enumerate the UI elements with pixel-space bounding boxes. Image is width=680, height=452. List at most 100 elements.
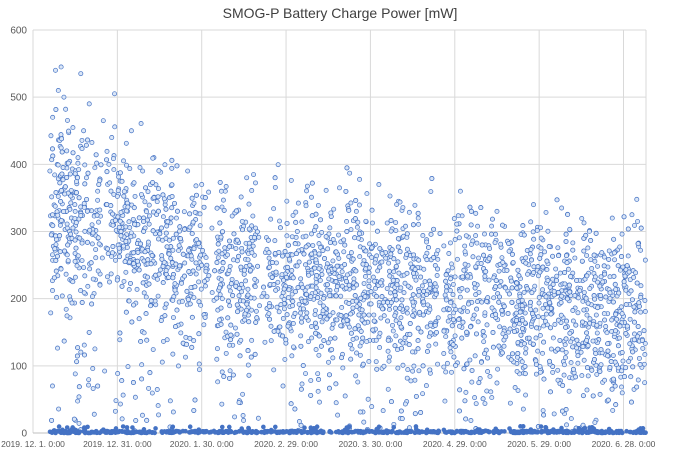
data-point	[511, 329, 517, 334]
data-point	[370, 220, 375, 226]
data-point	[623, 302, 629, 308]
data-point	[584, 365, 590, 371]
data-point	[128, 280, 133, 286]
data-point	[420, 391, 426, 397]
data-point	[317, 300, 323, 306]
data-point	[333, 381, 339, 387]
data-point	[400, 205, 406, 210]
data-point	[593, 350, 599, 356]
data-point	[202, 195, 208, 201]
data-point	[373, 337, 379, 343]
data-point	[172, 287, 178, 293]
data-point	[482, 231, 487, 237]
data-point	[333, 400, 339, 406]
data-point	[127, 225, 133, 231]
data-point	[431, 226, 437, 232]
data-point	[434, 329, 439, 335]
data-point	[573, 374, 578, 380]
data-point	[404, 270, 410, 276]
data-point	[393, 318, 399, 324]
data-point	[388, 251, 394, 257]
data-point	[381, 363, 387, 369]
data-point	[417, 309, 423, 315]
data-point	[79, 258, 85, 263]
data-point	[451, 216, 457, 222]
data-point	[206, 189, 212, 195]
data-point	[82, 181, 88, 187]
data-point	[449, 369, 454, 375]
data-point	[219, 369, 225, 375]
data-point	[251, 172, 257, 177]
data-point	[268, 323, 274, 329]
x-tick-label: 2020. 6. 28. 0:00	[592, 439, 656, 449]
data-point	[61, 209, 66, 214]
data-point	[58, 198, 64, 204]
data-point	[375, 268, 381, 274]
data-point	[303, 291, 309, 297]
zero-point	[124, 425, 130, 430]
data-point	[54, 253, 60, 259]
zero-point	[197, 429, 203, 435]
data-point	[124, 162, 129, 168]
data-point	[292, 406, 298, 412]
data-point	[346, 282, 352, 288]
data-point	[558, 300, 564, 305]
data-point	[342, 393, 348, 399]
zero-point	[177, 429, 183, 435]
data-point	[405, 367, 411, 373]
data-point	[55, 87, 61, 93]
data-point	[303, 203, 309, 209]
data-point	[327, 225, 333, 231]
zero-point	[360, 430, 366, 436]
y-tick-label: 500	[10, 93, 27, 104]
data-point	[100, 118, 106, 124]
data-point	[531, 236, 537, 242]
data-point	[119, 283, 125, 289]
data-point	[432, 322, 438, 328]
data-point	[298, 333, 304, 339]
data-point	[117, 170, 123, 176]
zero-point	[104, 430, 110, 435]
data-point	[508, 278, 514, 284]
data-point	[452, 274, 458, 280]
data-point	[508, 357, 514, 363]
data-point	[575, 295, 581, 301]
data-point	[555, 317, 561, 323]
data-point	[76, 167, 82, 172]
zero-point	[449, 430, 454, 436]
zero-point	[221, 430, 226, 436]
data-point	[81, 290, 87, 296]
data-point	[191, 295, 197, 300]
data-point	[584, 253, 590, 258]
data-point	[583, 295, 589, 301]
data-point	[443, 278, 449, 284]
data-point	[366, 270, 372, 276]
data-point	[497, 294, 502, 300]
data-point	[350, 336, 356, 342]
data-point	[379, 294, 385, 300]
data-point	[619, 368, 625, 374]
data-point	[268, 216, 274, 222]
data-point	[169, 182, 175, 188]
data-point	[476, 380, 482, 386]
data-point	[553, 266, 559, 272]
data-point	[157, 267, 163, 273]
data-point	[535, 348, 541, 354]
data-point	[74, 179, 79, 184]
data-point	[555, 346, 561, 352]
data-point	[206, 273, 212, 279]
data-point	[432, 281, 438, 287]
data-point	[115, 214, 121, 220]
data-point	[503, 285, 508, 291]
data-point	[264, 294, 270, 300]
data-point	[499, 255, 505, 261]
data-point	[457, 387, 463, 393]
data-point	[111, 156, 116, 162]
zero-point	[219, 424, 225, 430]
data-point	[173, 215, 179, 221]
data-point	[487, 373, 493, 379]
data-point	[344, 272, 350, 278]
zero-point	[139, 430, 144, 436]
data-point	[286, 287, 292, 293]
